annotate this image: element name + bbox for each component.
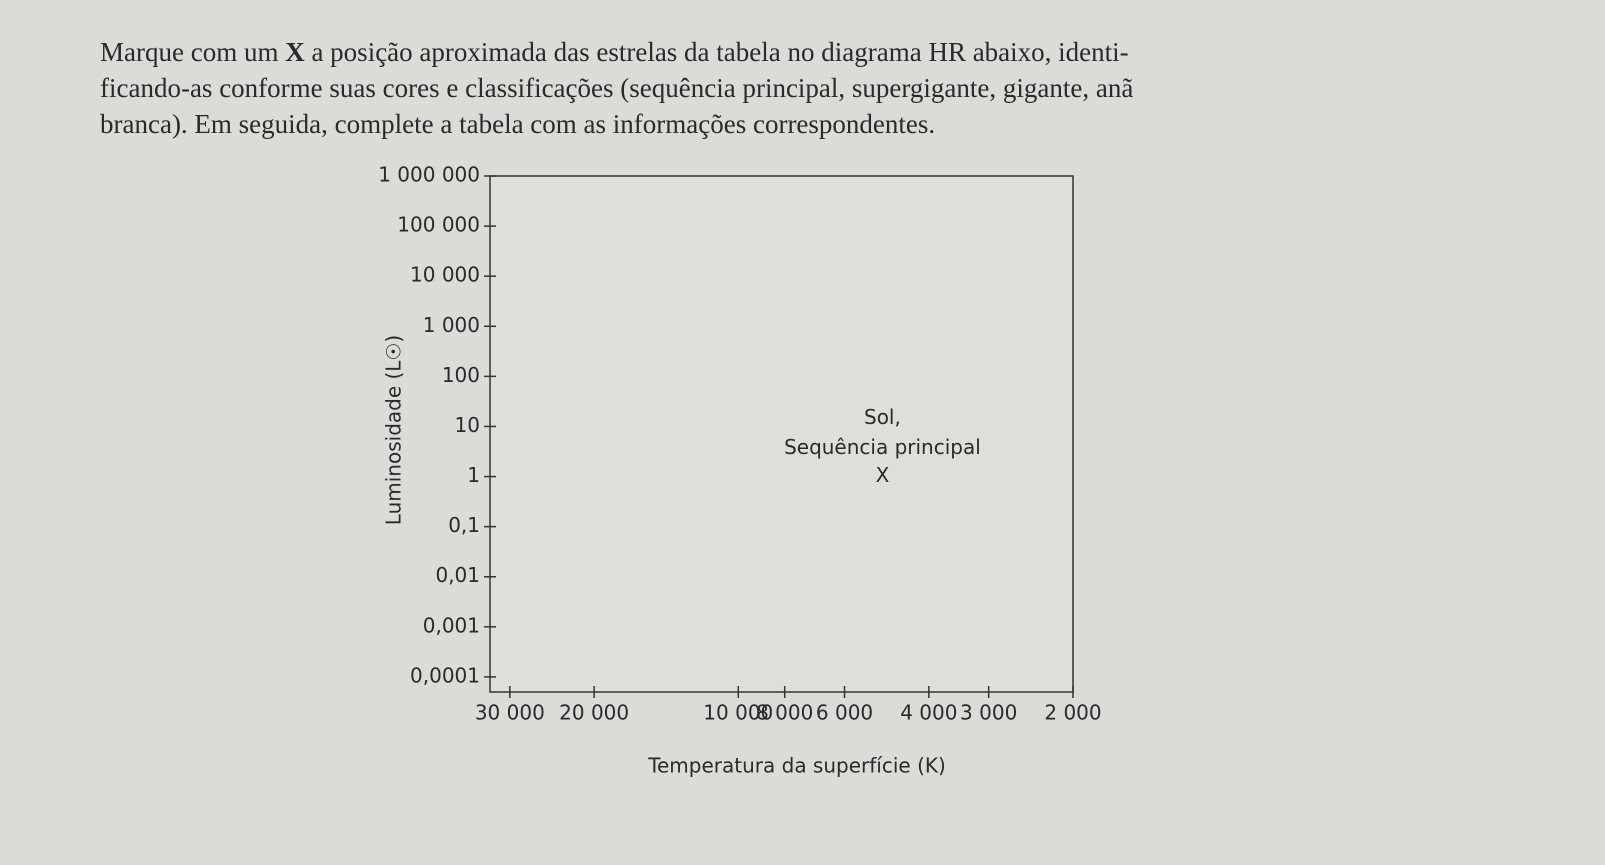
instruction-line: ficando-as conforme suas cores e classif… — [100, 73, 1133, 103]
y-tick-label: 0,0001 — [410, 663, 480, 687]
instruction-line: Marque com um X a posição aproximada das… — [100, 37, 1129, 67]
y-tick-label: 1 000 000 — [378, 163, 480, 187]
y-tick-label: 100 — [442, 363, 480, 387]
plot-frame — [489, 175, 1074, 693]
x-tick-label: 3 000 — [960, 701, 1017, 725]
x-tick-label: 4 000 — [900, 701, 957, 725]
x-tick-label: 30 000 — [475, 701, 545, 725]
point-label: Sequência principal — [784, 435, 981, 459]
y-tick-label: 1 000 — [423, 313, 480, 337]
y-tick-label: 10 000 — [410, 263, 480, 287]
x-axis-label: Temperatura da superfície (K) — [647, 754, 946, 778]
point-label: Sol, — [864, 405, 901, 429]
y-tick-label: 10 — [455, 413, 480, 437]
y-axis-label: Luminosidade (L☉) — [382, 335, 406, 525]
y-tick-label: 1 — [467, 463, 480, 487]
instruction-line: branca). Em seguida, complete a tabela c… — [100, 109, 935, 139]
y-tick-label: 0,01 — [435, 563, 480, 587]
x-tick-label: 8 000 — [756, 701, 813, 725]
x-tick-label: 2 000 — [1044, 701, 1101, 725]
instruction-part: a posição aproximada das estrelas da tab… — [305, 37, 1129, 67]
y-tick-label: 100 000 — [397, 213, 480, 237]
y-tick-label: 0,001 — [423, 613, 480, 637]
x-tick-label: 10 000 — [703, 701, 773, 725]
instruction-part: Marque com um — [100, 37, 285, 67]
instruction: Marque com um X a posição aproximada das… — [100, 37, 1133, 139]
point-marker: X — [876, 463, 890, 487]
x-tick-label: 20 000 — [559, 701, 629, 725]
y-tick-label: 0,1 — [448, 513, 480, 537]
x-tick-label: 6 000 — [816, 701, 873, 725]
instruction-part: X — [285, 37, 305, 67]
